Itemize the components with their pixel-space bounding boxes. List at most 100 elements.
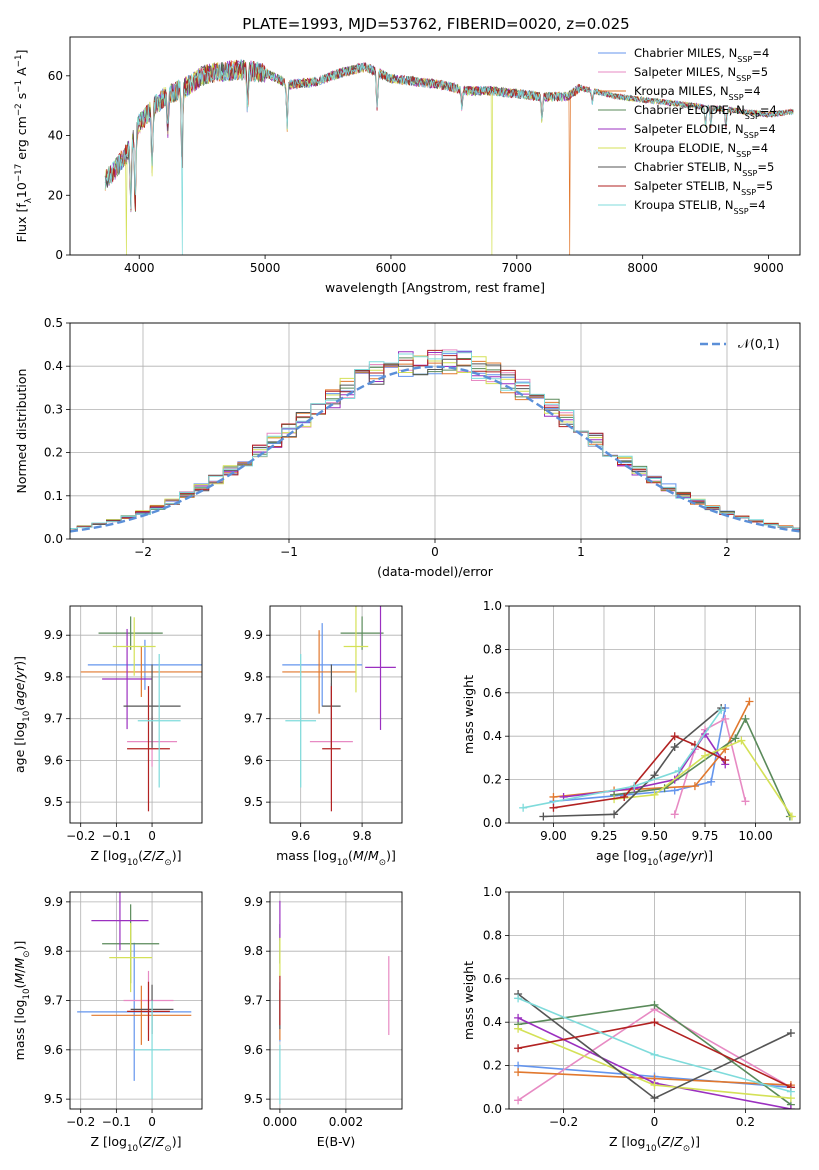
axes-frame	[269, 891, 403, 1110]
x-tick-label: −2	[134, 545, 152, 559]
y-tick-label: 0.4	[483, 1015, 502, 1029]
mass-weight-series	[563, 732, 726, 798]
y-tick-label: 9.7	[244, 994, 263, 1008]
x-axis-label: mass [log10(M/M⊙)]	[276, 848, 396, 868]
plus-marker	[514, 1024, 523, 1033]
plus-marker	[670, 743, 679, 752]
x-tick-label: 9.50	[641, 829, 668, 843]
error-bar-point	[285, 653, 317, 788]
mass-weight-vs-z-panel: −0.2 0 0.2 0.0 0.2 0.4 0.6 0.8 1.0 Z [log10(Z/Z⊙)…	[461, 885, 801, 1154]
plus-marker	[721, 756, 730, 765]
legend-label: Salpeter STELIB, NSSP=5	[634, 179, 773, 197]
y-tick-label: 0.5	[44, 316, 63, 330]
legend-label: Salpeter MILES, NSSP=5	[634, 65, 768, 83]
x-tick-label: 2	[723, 545, 731, 559]
y-tick-label: 60	[48, 69, 63, 83]
plus-marker	[549, 803, 558, 812]
y-tick-label: 9.7	[44, 994, 63, 1008]
mass-weight-series	[522, 709, 722, 809]
legend-label: Chabrier ELODIE, NSSP=4	[634, 103, 777, 121]
x-axis-label: (data-model)/error	[377, 564, 494, 579]
x-tick-label: 4000	[124, 261, 155, 275]
plus-marker	[620, 792, 629, 801]
x-tick-label: −1	[280, 545, 298, 559]
error-bar-point	[127, 981, 170, 1041]
plus-marker	[786, 1029, 795, 1038]
plus-marker	[514, 1096, 523, 1105]
plus-marker	[737, 736, 746, 745]
mass-weight-series	[614, 739, 793, 817]
x-tick-label: 5000	[250, 261, 281, 275]
x-tick-label: −0.2	[549, 1115, 578, 1129]
y-tick-label: 1.0	[483, 599, 502, 613]
y-tick-label: 9.8	[244, 670, 263, 684]
x-tick-label: 7000	[502, 261, 533, 275]
age-vs-mass-panel: 9.6 9.8 9.5 9.6 9.7 9.8 9.9 mass [log10(M/M⊙)]	[244, 605, 403, 868]
axes-frame	[269, 605, 403, 824]
error-bar-point	[102, 628, 153, 730]
y-tick-label: 0.4	[44, 359, 63, 373]
error-bar-point	[91, 985, 192, 1045]
y-tick-label: 0.6	[483, 686, 502, 700]
y-tick-label: 0.6	[483, 972, 502, 986]
error-bar-point	[282, 630, 356, 714]
mass-weight-vs-age-panel: 9.00 9.25 9.50 9.75 10.00 0.0 0.2 0.4 0.6 0.8 1.0 a…	[461, 599, 801, 868]
x-tick-label: 9.75	[692, 829, 719, 843]
axes-frame	[508, 605, 801, 824]
error-bar-point	[127, 686, 170, 812]
plus-marker	[514, 994, 523, 1003]
error-bar-point	[343, 606, 369, 693]
y-tick-label: 9.6	[244, 753, 263, 767]
plus-marker	[610, 810, 619, 819]
legend-label: 𝒩(0,1)	[738, 336, 780, 351]
plus-marker	[787, 812, 796, 821]
histogram-series	[70, 351, 800, 530]
plus-marker	[519, 803, 528, 812]
error-bar-point	[98, 616, 163, 650]
y-tick-label: 9.5	[44, 1092, 63, 1106]
plot-area	[514, 989, 795, 1109]
plus-marker	[514, 1044, 523, 1053]
x-tick-label: 9.8	[353, 829, 372, 843]
legend-label: Kroupa ELODIE, NSSP=4	[634, 141, 768, 159]
plus-marker	[650, 1050, 659, 1059]
plus-marker	[650, 771, 659, 780]
plus-marker	[721, 714, 730, 723]
y-tick-label: 9.6	[44, 753, 63, 767]
y-tick-label: 40	[48, 129, 63, 143]
plot-area	[279, 900, 390, 1105]
y-tick-label: 0.3	[44, 402, 63, 416]
x-axis-label: wavelength [Angstrom, rest frame]	[325, 280, 545, 295]
plus-marker	[741, 797, 750, 806]
y-tick-label: 0.1	[44, 489, 63, 503]
error-bar-point	[80, 646, 202, 697]
y-tick-label: 0.0	[44, 532, 63, 546]
y-tick-label: 0.0	[483, 1102, 502, 1116]
y-tick-label: 9.9	[244, 895, 263, 909]
plus-marker	[670, 732, 679, 741]
plus-marker	[549, 792, 558, 801]
y-axis-label: Flux [fλ10−17 erg cm−2 s−1 A−1]	[14, 50, 34, 243]
x-axis-label: Z [log10(Z/Z⊙)]	[91, 848, 182, 868]
axes-frame	[69, 322, 801, 540]
plus-marker	[650, 1000, 659, 1009]
error-bar-point	[109, 923, 153, 993]
error-bar-point	[87, 639, 202, 690]
plus-marker	[786, 1105, 795, 1109]
plus-marker	[786, 1087, 795, 1096]
legend-label: Chabrier STELIB, NSSP=5	[634, 160, 774, 178]
plus-marker	[650, 1081, 659, 1090]
histogram-series	[70, 358, 800, 530]
plus-marker	[650, 1018, 659, 1027]
plus-marker	[707, 777, 716, 786]
error-bar-point	[365, 606, 396, 730]
legend-label: Salpeter ELODIE, NSSP=4	[634, 122, 776, 140]
x-tick-label: 0	[651, 1115, 659, 1129]
plot-area	[519, 697, 796, 821]
plus-marker	[741, 714, 750, 723]
y-tick-label: 9.7	[44, 712, 63, 726]
x-tick-label: 6000	[376, 261, 407, 275]
y-tick-label: 9.8	[44, 670, 63, 684]
spectrum-panel: 4000 5000 6000 7000 8000 9000 0 20 40 60 wavelengt…	[14, 36, 801, 295]
